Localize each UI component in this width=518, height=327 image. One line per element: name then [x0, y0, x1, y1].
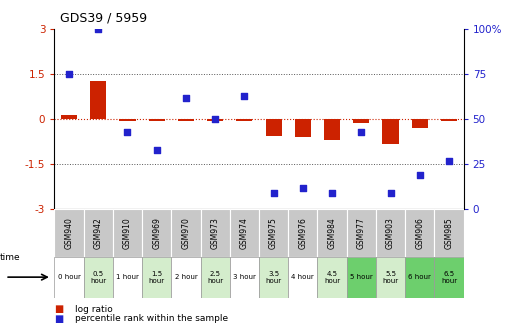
Text: ■: ■	[54, 304, 64, 314]
Bar	[171, 257, 200, 298]
Text: 5.5
hour: 5.5 hour	[382, 271, 398, 284]
Point	[211, 117, 219, 122]
Bar	[412, 119, 428, 128]
Bar	[441, 119, 457, 121]
Text: GSM985: GSM985	[444, 217, 453, 249]
Text: 1.5
hour: 1.5 hour	[149, 271, 165, 284]
Text: 0 hour: 0 hour	[57, 274, 80, 280]
Bar	[376, 257, 405, 298]
Bar	[266, 119, 282, 136]
Bar	[61, 115, 77, 119]
Bar	[142, 209, 171, 257]
Bar	[83, 209, 113, 257]
Text: GSM903: GSM903	[386, 217, 395, 249]
Bar	[83, 257, 113, 298]
Point	[182, 95, 190, 100]
Text: GSM984: GSM984	[327, 217, 337, 249]
Point	[299, 185, 307, 190]
Bar	[113, 257, 142, 298]
Text: GSM974: GSM974	[240, 217, 249, 249]
Bar	[120, 119, 136, 121]
Bar	[200, 257, 230, 298]
Point	[65, 72, 73, 77]
Text: GSM977: GSM977	[357, 217, 366, 249]
Bar	[295, 119, 311, 137]
Point	[123, 129, 132, 135]
Bar	[376, 209, 405, 257]
Bar	[171, 209, 200, 257]
Bar	[200, 209, 230, 257]
Bar	[382, 119, 398, 144]
Text: GSM942: GSM942	[94, 217, 103, 249]
Point	[386, 190, 395, 196]
Text: GSM910: GSM910	[123, 217, 132, 249]
Bar	[54, 209, 83, 257]
Bar	[288, 257, 318, 298]
Text: ■: ■	[54, 314, 64, 324]
Bar	[207, 119, 223, 121]
Bar	[288, 209, 318, 257]
Bar	[347, 257, 376, 298]
Point	[415, 173, 424, 178]
Bar	[230, 257, 259, 298]
Point	[152, 147, 161, 152]
Bar	[90, 81, 106, 119]
Text: 2 hour: 2 hour	[175, 274, 197, 280]
Text: 5 hour: 5 hour	[350, 274, 372, 280]
Text: 6 hour: 6 hour	[408, 274, 431, 280]
Text: log ratio: log ratio	[75, 304, 113, 314]
Bar	[113, 209, 142, 257]
Bar	[347, 209, 376, 257]
Text: 1 hour: 1 hour	[116, 274, 139, 280]
Point	[445, 158, 453, 164]
Point	[240, 94, 249, 99]
Point	[94, 27, 103, 32]
Text: GSM975: GSM975	[269, 217, 278, 249]
Bar	[435, 257, 464, 298]
Bar	[142, 257, 171, 298]
Bar	[435, 209, 464, 257]
Text: 0.5
hour: 0.5 hour	[90, 271, 106, 284]
Text: time: time	[0, 253, 21, 262]
Text: GSM906: GSM906	[415, 217, 424, 249]
Text: 6.5
hour: 6.5 hour	[441, 271, 457, 284]
Text: GSM973: GSM973	[211, 217, 220, 249]
Text: GDS39 / 5959: GDS39 / 5959	[60, 11, 147, 25]
Bar	[353, 119, 369, 123]
Text: 3.5
hour: 3.5 hour	[266, 271, 282, 284]
Text: GSM940: GSM940	[65, 217, 74, 249]
Bar	[178, 119, 194, 121]
Bar	[324, 119, 340, 140]
Point	[269, 190, 278, 196]
Text: GSM976: GSM976	[298, 217, 307, 249]
Text: GSM969: GSM969	[152, 217, 161, 249]
Text: 4.5
hour: 4.5 hour	[324, 271, 340, 284]
Text: 3 hour: 3 hour	[233, 274, 256, 280]
Bar	[259, 209, 288, 257]
Bar	[259, 257, 288, 298]
Text: 4 hour: 4 hour	[292, 274, 314, 280]
Bar	[236, 119, 252, 121]
Bar	[149, 119, 165, 121]
Bar	[405, 209, 435, 257]
Bar	[405, 257, 435, 298]
Bar	[318, 257, 347, 298]
Bar	[230, 209, 259, 257]
Text: GSM970: GSM970	[181, 217, 191, 249]
Bar	[54, 257, 83, 298]
Text: 2.5
hour: 2.5 hour	[207, 271, 223, 284]
Point	[328, 190, 336, 196]
Point	[357, 129, 366, 135]
Text: percentile rank within the sample: percentile rank within the sample	[75, 314, 228, 323]
Bar	[318, 209, 347, 257]
